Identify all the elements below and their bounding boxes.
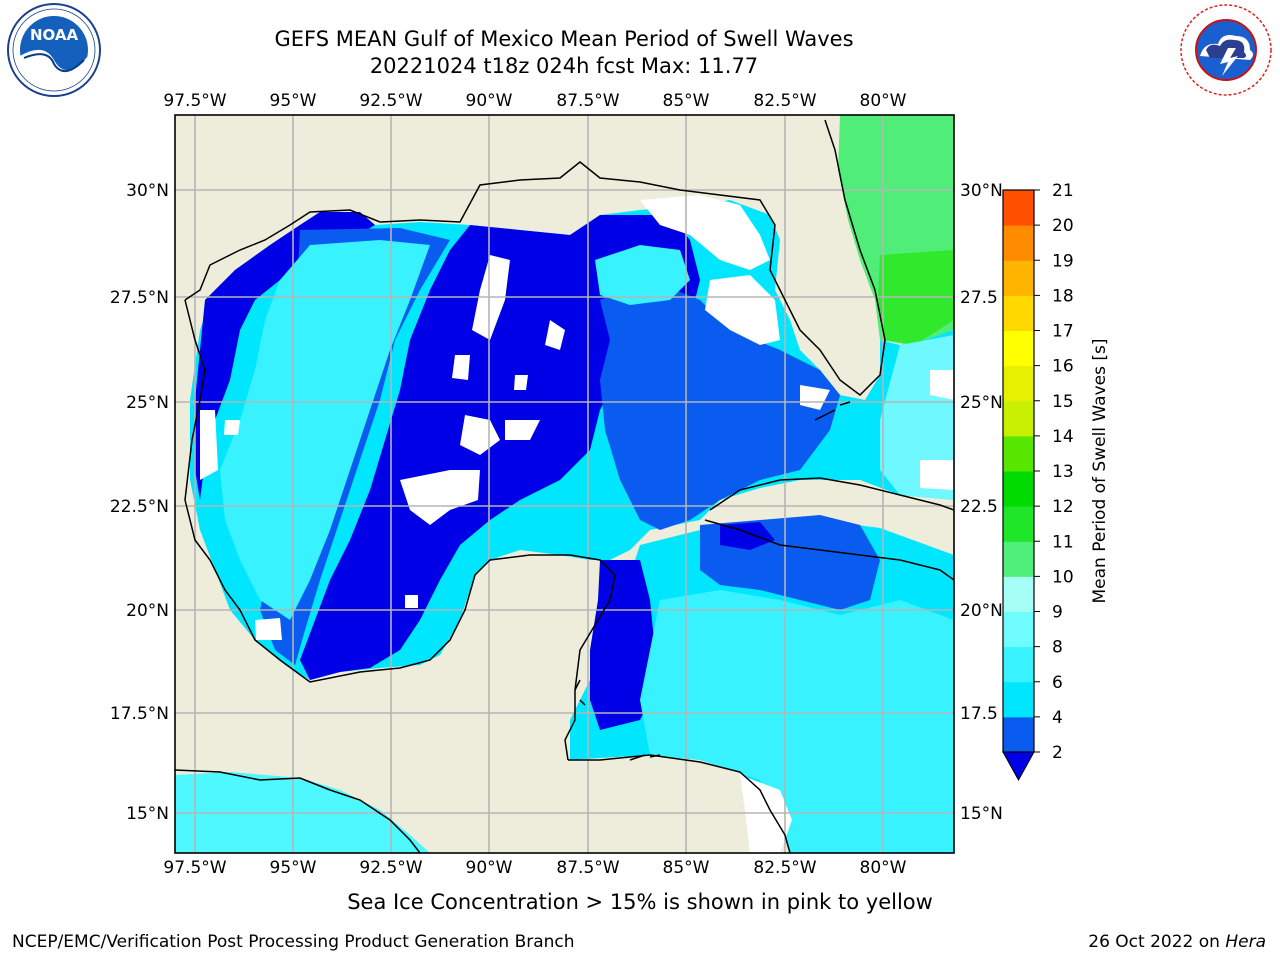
colorbar-segment (1003, 646, 1034, 683)
colorbar-segment (1003, 576, 1034, 612)
footer-host: Hera (1225, 932, 1266, 952)
lon-label-bottom: 80°W (860, 858, 907, 878)
map-subtitle: 20221024 t18z 024h fcst Max: 11.77 (369, 54, 759, 78)
sea-ice-note: Sea Ice Concentration > 15% is shown in … (347, 890, 933, 914)
colorbar-tick-label: 20 (1052, 216, 1074, 236)
lon-labels-top: 97.5°W 95°W 92.5°W 90°W 87.5°W 85°W 82.5… (163, 91, 906, 111)
gulf-west-cyan-core (220, 240, 430, 620)
colorbar-tick-label: 4 (1052, 708, 1063, 728)
colorbar-label: Mean Period of Swell Waves [s] (1090, 339, 1110, 604)
yucatan-channel-blue (590, 560, 655, 730)
lon-label-top: 97.5°W (163, 91, 226, 111)
lon-label-top: 90°W (466, 91, 513, 111)
colorbar-tick-label: 12 (1052, 497, 1074, 517)
colorbar-segment (1003, 330, 1034, 367)
colorbar-tick-label: 21 (1052, 181, 1074, 201)
lat-label-right: 15°N (960, 804, 1003, 824)
coastlines (175, 119, 954, 853)
lat-label-right: 17.5 (960, 704, 998, 724)
colorbar-segment (1003, 365, 1034, 402)
colorbar-segment (1003, 225, 1034, 261)
lon-label-top: 95°W (270, 91, 317, 111)
lon-label-bottom: 82.5°W (753, 858, 816, 878)
lon-label-bottom: 92.5°W (359, 858, 422, 878)
lat-labels-right: 30°N 27.5 25°N 22.5 20°N 17.5 15°N (960, 181, 1003, 824)
colorbar-segment (1003, 295, 1034, 331)
lat-label-left: 22.5°N (110, 497, 169, 517)
colorbar: 2 4 6 8 9 10 11 12 13 14 15 16 17 18 19 20 21 (1002, 181, 1074, 782)
map-area (175, 115, 954, 853)
colorbar-tick-label: 6 (1052, 673, 1063, 693)
caribbean-deep-blue-patch (720, 522, 775, 550)
lon-label-top: 92.5°W (359, 91, 422, 111)
colorbar-tick-label: 11 (1052, 532, 1074, 552)
colorbar-tick-label: 18 (1052, 286, 1074, 306)
lat-label-left: 17.5°N (110, 704, 169, 724)
colorbar-tick-label: 8 (1052, 638, 1063, 658)
lat-label-left: 20°N (126, 601, 169, 621)
colorbar-segment (1003, 506, 1034, 542)
colorbar-segment (1003, 435, 1034, 472)
lon-label-bottom: 97.5°W (163, 858, 226, 878)
colorbar-tick-label: 17 (1052, 322, 1074, 342)
lon-label-top: 87.5°W (556, 91, 619, 111)
colorbar-tick-label: 16 (1052, 357, 1074, 377)
lon-label-top: 82.5°W (753, 91, 816, 111)
colorbar-segment (1003, 611, 1034, 648)
gulf-west-blue (195, 212, 375, 500)
gulf-east-medium-blue (600, 280, 840, 530)
lon-labels-bottom: 97.5°W 95°W 92.5°W 90°W 87.5°W 85°W 82.5… (163, 858, 906, 878)
missing-data-areas (200, 195, 954, 853)
lat-label-right: 22.5 (960, 497, 998, 517)
lat-label-right: 20°N (960, 601, 1003, 621)
lat-label-left: 27.5°N (110, 288, 169, 308)
colorbar-tick-label: 9 (1052, 603, 1063, 623)
lon-label-bottom: 87.5°W (556, 858, 619, 878)
colorbar-segment (1003, 400, 1034, 437)
footer-date: 26 Oct 2022 on Hera (1088, 932, 1266, 952)
lon-label-bottom: 90°W (466, 858, 513, 878)
caribbean-cyan (640, 590, 954, 853)
lon-label-bottom: 95°W (270, 858, 317, 878)
colorbar-segment (1003, 541, 1034, 577)
map-gridlines (175, 115, 954, 853)
colorbar-tick-label: 19 (1052, 251, 1074, 271)
lat-label-right: 27.5 (960, 288, 998, 308)
map-frame (174, 114, 955, 854)
lat-label-right: 25°N (960, 393, 1003, 413)
noaa-logo-text: NOAA (30, 26, 79, 44)
colorbar-segment (1003, 716, 1034, 753)
lon-label-bottom: 85°W (663, 858, 710, 878)
lat-label-left: 30°N (126, 181, 169, 201)
colorbar-tick-label: 13 (1052, 462, 1074, 482)
lat-label-left: 25°N (126, 393, 169, 413)
lon-label-top: 80°W (860, 91, 907, 111)
map-title: GEFS MEAN Gulf of Mexico Mean Period of … (274, 27, 854, 51)
lat-label-left: 15°N (126, 804, 169, 824)
footer-date-text: 26 Oct 2022 on (1088, 932, 1226, 952)
colorbar-extend-triangle (1002, 751, 1035, 782)
lon-label-top: 85°W (663, 91, 710, 111)
colorbar-tick-label: 15 (1052, 392, 1074, 412)
gulf-deep-blue (300, 215, 700, 680)
lat-labels-left: 30°N 27.5°N 25°N 22.5°N 20°N 17.5°N 15°N (110, 181, 169, 824)
noaa-logo: NOAA (7, 3, 101, 97)
colorbar-segment (1003, 681, 1034, 718)
colorbar-tick-label: 10 (1052, 567, 1074, 587)
colorbar-segment (1003, 260, 1034, 296)
colorbar-segment (1003, 471, 1034, 507)
colorbar-segment (1003, 190, 1034, 226)
lat-label-right: 30°N (960, 181, 1003, 201)
nws-logo (1180, 4, 1272, 96)
gulf-central-cyan (595, 245, 690, 305)
footer-credit: NCEP/EMC/Verification Post Processing Pr… (12, 932, 575, 952)
colorbar-tick-label: 2 (1052, 743, 1063, 763)
colorbar-tick-label: 14 (1052, 427, 1074, 447)
